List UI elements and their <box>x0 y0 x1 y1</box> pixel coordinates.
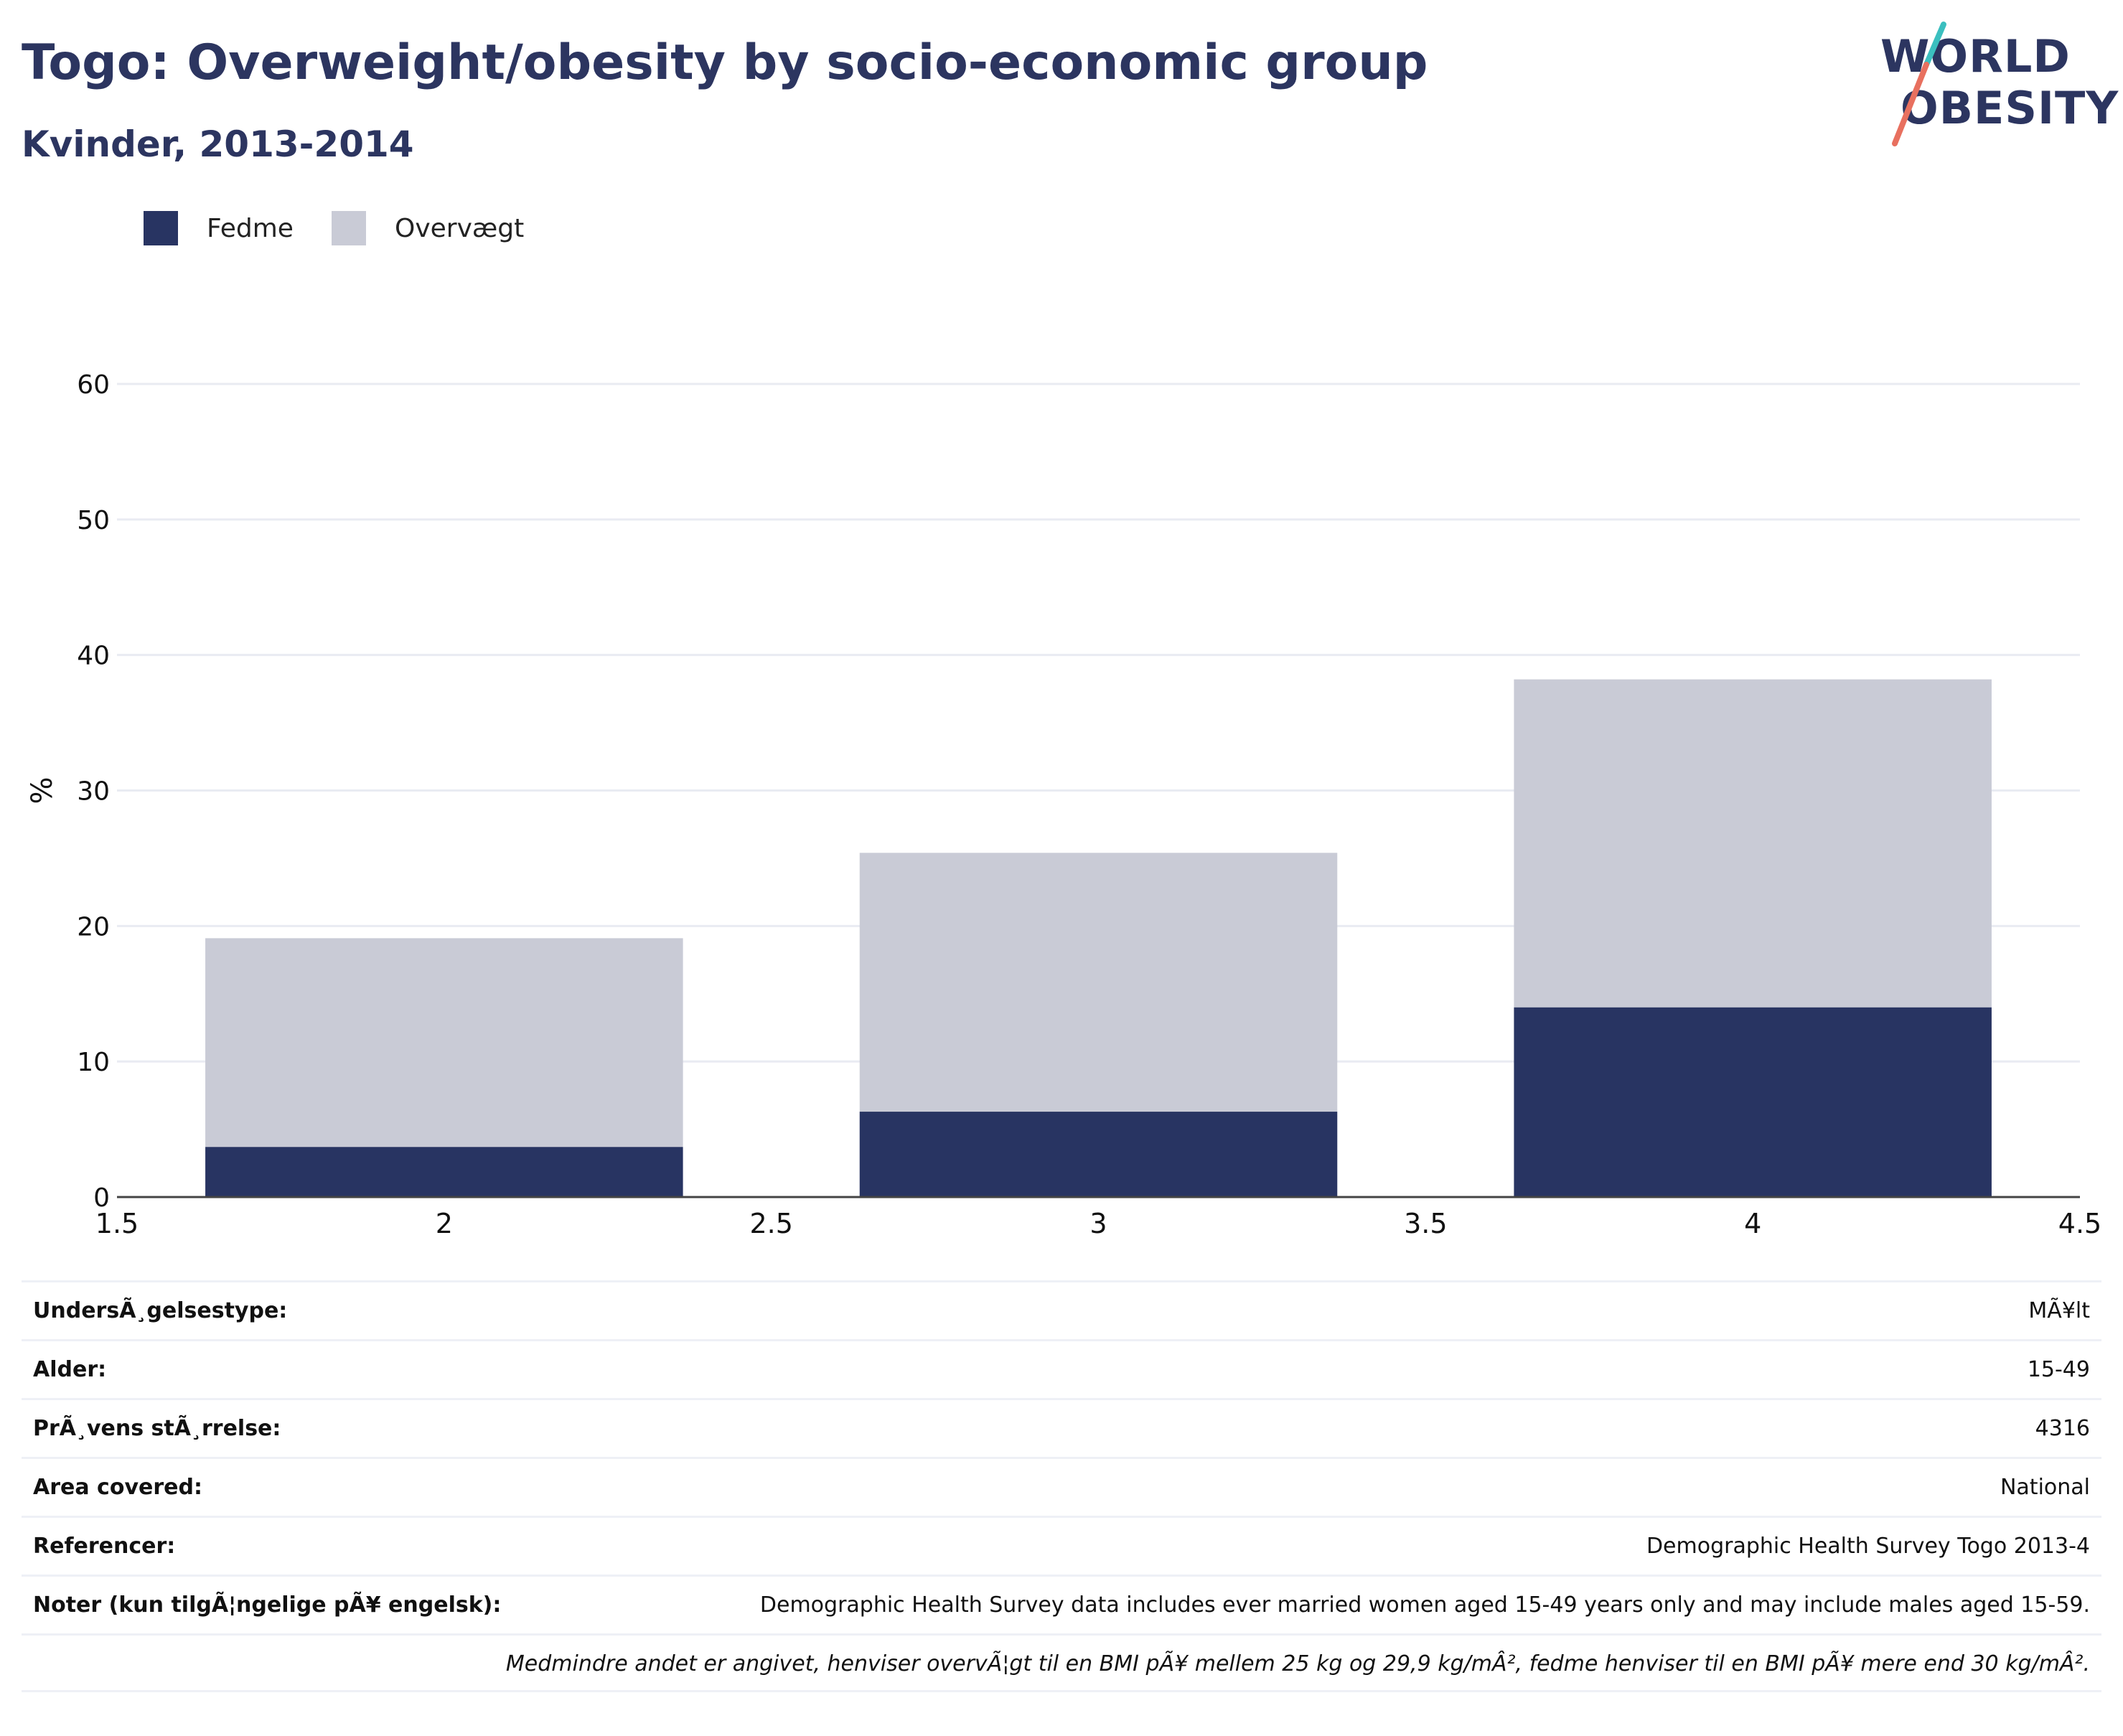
info-row-age: Alder: 15-49 <box>22 1339 2101 1398</box>
y-tick-label: 0 <box>93 1183 110 1213</box>
bar-chart: 0 10 20 30 40 50 60% 1.5 2 2.5 3 3.5 4 4.5 <box>26 370 2101 1239</box>
x-tick-label: 3.5 <box>1404 1208 1447 1239</box>
bar-fedme <box>859 1112 1338 1197</box>
legend-swatch-overvaegt <box>332 211 366 245</box>
y-tick-label: 10 <box>77 1048 110 1077</box>
x-tick-label: 3 <box>1089 1208 1107 1239</box>
info-value: Demographic Health Survey Togo 2013-4 <box>1646 1534 2090 1559</box>
info-row-area: Area covered: National <box>22 1457 2101 1516</box>
logo-line1: WORLD <box>1880 30 2071 83</box>
info-value: MÃ¥lt <box>2028 1298 2090 1323</box>
bar-overvaegt <box>859 853 1338 1112</box>
y-tick-label: 20 <box>77 912 110 942</box>
bar-overvaegt <box>1514 679 1992 1008</box>
info-key: PrÃ¸vens stÃ¸rrelse: <box>33 1416 281 1441</box>
bar-overvaegt <box>205 938 683 1148</box>
logo-slash-icon <box>1892 22 1946 146</box>
info-key: Alder: <box>33 1357 107 1382</box>
x-tick-label: 4 <box>1744 1208 1761 1239</box>
y-axis-label: % <box>26 776 59 804</box>
y-tick-label: 50 <box>77 506 110 535</box>
y-tick-label: 30 <box>77 777 110 807</box>
bar-fedme <box>205 1147 683 1197</box>
legend-label-fedme: Fedme <box>207 214 294 243</box>
world-obesity-logo: WORLD OBESITY <box>1866 20 2118 149</box>
info-key: UndersÃ¸gelsestype: <box>33 1298 288 1323</box>
info-value: National <box>2000 1475 2090 1500</box>
info-row-notes: Noter (kun tilgÃ¦ngelige pÃ¥ engelsk): D… <box>22 1575 2101 1633</box>
info-value: Demographic Health Survey data includes … <box>759 1592 2090 1618</box>
x-tick-label: 1.5 <box>95 1208 139 1239</box>
x-tick-label: 2.5 <box>749 1208 792 1239</box>
legend-swatch-fedme <box>144 211 178 245</box>
y-tick-label: 60 <box>77 370 110 400</box>
survey-info-table: UndersÃ¸gelsestype: MÃ¥lt Alder: 15-49 P… <box>22 1280 2101 1692</box>
info-row-survey-type: UndersÃ¸gelsestype: MÃ¥lt <box>22 1280 2101 1339</box>
info-row-references: Referencer: Demographic Health Survey To… <box>22 1516 2101 1575</box>
y-tick-label: 40 <box>77 642 110 671</box>
info-value: 4316 <box>2035 1416 2090 1441</box>
chart-title: Togo: Overweight/obesity by socio-econom… <box>22 34 1428 91</box>
logo-line2: OBESITY <box>1901 82 2119 134</box>
legend-label-overvaegt: Overvægt <box>395 214 525 243</box>
x-tick-label: 2 <box>436 1208 453 1239</box>
info-key: Referencer: <box>33 1534 176 1559</box>
bar-fedme <box>1514 1007 1992 1197</box>
info-key: Area covered: <box>33 1475 202 1500</box>
x-tick-label: 4.5 <box>2058 1208 2101 1239</box>
info-row-sample-size: PrÃ¸vens stÃ¸rrelse: 4316 <box>22 1398 2101 1457</box>
info-row-definition: Medmindre andet er angivet, henviser ove… <box>22 1633 2101 1692</box>
info-value: Medmindre andet er angivet, henviser ove… <box>505 1651 2090 1676</box>
info-value: 15-49 <box>2027 1357 2090 1382</box>
info-key: Noter (kun tilgÃ¦ngelige pÃ¥ engelsk): <box>33 1592 502 1618</box>
chart-subtitle: Kvinder, 2013-2014 <box>22 123 414 165</box>
